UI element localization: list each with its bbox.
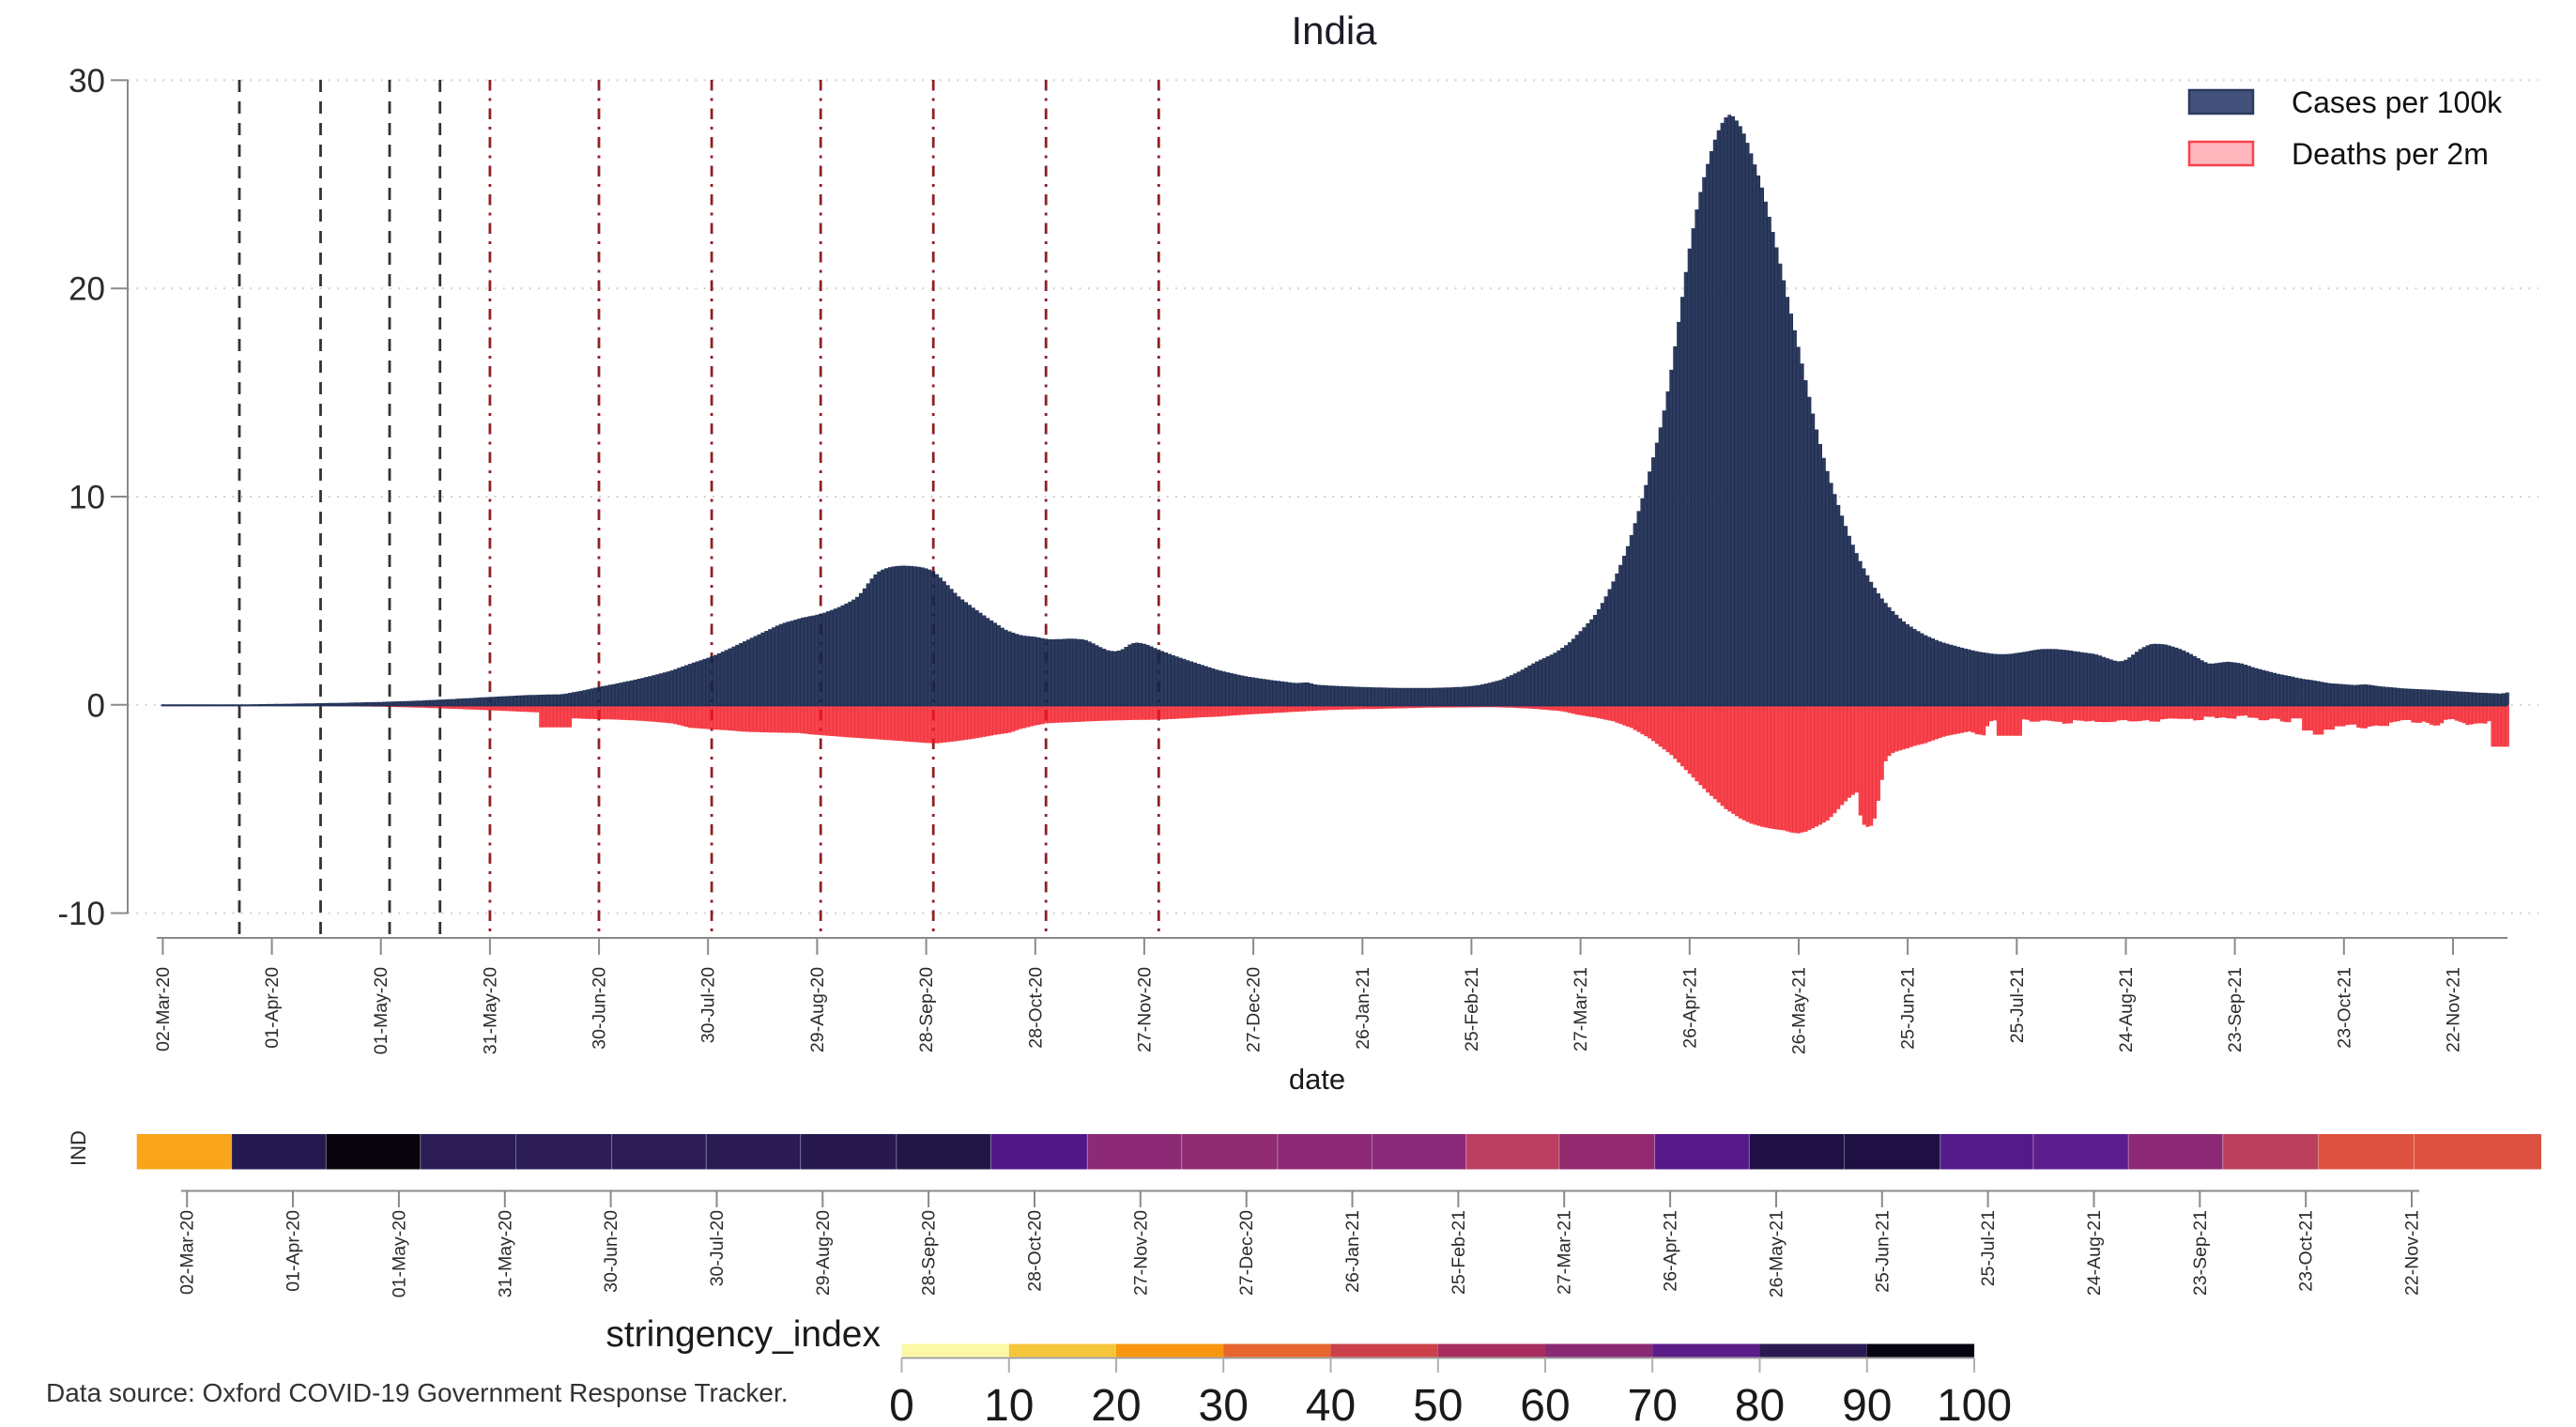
svg-text:25-Feb-21: 25-Feb-21 [1462, 967, 1482, 1051]
svg-text:01-Apr-20: 01-Apr-20 [262, 967, 283, 1049]
svg-text:27-Mar-21: 27-Mar-21 [1555, 1210, 1575, 1295]
svg-text:22-Nov-21: 22-Nov-21 [2444, 967, 2464, 1052]
svg-text:80: 80 [1735, 1381, 1785, 1427]
svg-text:Data source: Oxford COVID-19 G: Data source: Oxford COVID-19 Government … [46, 1378, 789, 1407]
svg-text:23-Oct-21: 23-Oct-21 [2334, 967, 2354, 1049]
svg-text:India: India [1291, 8, 1377, 53]
svg-text:20: 20 [1091, 1381, 1141, 1427]
svg-text:100: 100 [1937, 1381, 2012, 1427]
svg-text:90: 90 [1842, 1381, 1892, 1427]
svg-text:27-Nov-20: 27-Nov-20 [1134, 967, 1155, 1052]
svg-text:30-Jul-20: 30-Jul-20 [707, 1210, 728, 1286]
svg-text:0: 0 [87, 687, 105, 724]
svg-text:02-Mar-20: 02-Mar-20 [177, 1210, 198, 1295]
svg-text:25-Feb-21: 25-Feb-21 [1449, 1210, 1469, 1295]
svg-text:20: 20 [69, 271, 105, 308]
svg-text:27-Dec-20: 27-Dec-20 [1244, 967, 1265, 1052]
svg-text:50: 50 [1413, 1381, 1463, 1427]
svg-text:25-Jul-21: 25-Jul-21 [2007, 967, 2028, 1043]
svg-text:10: 10 [69, 480, 105, 516]
svg-text:23-Oct-21: 23-Oct-21 [2296, 1210, 2317, 1292]
svg-text:60: 60 [1520, 1381, 1570, 1427]
svg-text:25-Jul-21: 25-Jul-21 [1978, 1210, 1999, 1286]
svg-text:30-Jul-20: 30-Jul-20 [698, 967, 719, 1043]
svg-text:26-May-21: 26-May-21 [1789, 967, 1810, 1054]
svg-text:26-Apr-21: 26-Apr-21 [1679, 967, 1700, 1049]
svg-text:28-Sep-20: 28-Sep-20 [916, 967, 937, 1052]
svg-text:25-Jun-21: 25-Jun-21 [1898, 967, 1919, 1050]
svg-text:02-Mar-20: 02-Mar-20 [153, 967, 174, 1051]
svg-text:70: 70 [1628, 1381, 1678, 1427]
svg-text:22-Nov-21: 22-Nov-21 [2402, 1210, 2423, 1296]
svg-text:40: 40 [1306, 1381, 1356, 1427]
svg-text:25-Jun-21: 25-Jun-21 [1872, 1210, 1893, 1293]
svg-text:01-Apr-20: 01-Apr-20 [284, 1210, 304, 1292]
svg-text:29-Aug-20: 29-Aug-20 [807, 967, 828, 1052]
svg-text:Cases per 100k: Cases per 100k [2292, 85, 2503, 119]
svg-text:IND: IND [67, 1130, 90, 1166]
svg-text:27-Mar-21: 27-Mar-21 [1571, 967, 1591, 1051]
svg-text:27-Nov-20: 27-Nov-20 [1130, 1210, 1151, 1296]
svg-text:01-May-20: 01-May-20 [389, 1210, 409, 1297]
svg-text:0: 0 [889, 1381, 914, 1427]
svg-text:27-Dec-20: 27-Dec-20 [1236, 1210, 1257, 1296]
svg-text:31-May-20: 31-May-20 [480, 967, 500, 1054]
svg-text:stringency_index: stringency_index [606, 1314, 881, 1355]
svg-text:date: date [1289, 1063, 1345, 1096]
svg-text:-10: -10 [57, 896, 105, 932]
svg-text:31-May-20: 31-May-20 [495, 1210, 515, 1297]
svg-text:01-May-20: 01-May-20 [371, 967, 391, 1054]
svg-text:24-Aug-21: 24-Aug-21 [2116, 967, 2137, 1052]
svg-text:26-Jan-21: 26-Jan-21 [1342, 1210, 1363, 1293]
svg-text:Deaths per 2m: Deaths per 2m [2292, 137, 2489, 171]
svg-text:30: 30 [1199, 1381, 1249, 1427]
svg-text:10: 10 [984, 1381, 1034, 1427]
svg-text:23-Sep-21: 23-Sep-21 [2225, 967, 2246, 1052]
svg-text:26-May-21: 26-May-21 [1767, 1210, 1787, 1297]
svg-text:30: 30 [69, 63, 105, 100]
svg-text:28-Sep-20: 28-Sep-20 [919, 1210, 940, 1296]
svg-text:30-Jun-20: 30-Jun-20 [590, 967, 610, 1050]
svg-text:28-Oct-20: 28-Oct-20 [1025, 1210, 1046, 1292]
svg-text:26-Jan-21: 26-Jan-21 [1353, 967, 1373, 1050]
svg-text:26-Apr-21: 26-Apr-21 [1661, 1210, 1681, 1292]
svg-text:29-Aug-20: 29-Aug-20 [813, 1210, 834, 1296]
svg-text:23-Sep-21: 23-Sep-21 [2190, 1210, 2211, 1296]
svg-text:30-Jun-20: 30-Jun-20 [601, 1210, 621, 1293]
svg-text:28-Oct-20: 28-Oct-20 [1025, 967, 1046, 1049]
svg-text:24-Aug-21: 24-Aug-21 [2084, 1210, 2105, 1296]
